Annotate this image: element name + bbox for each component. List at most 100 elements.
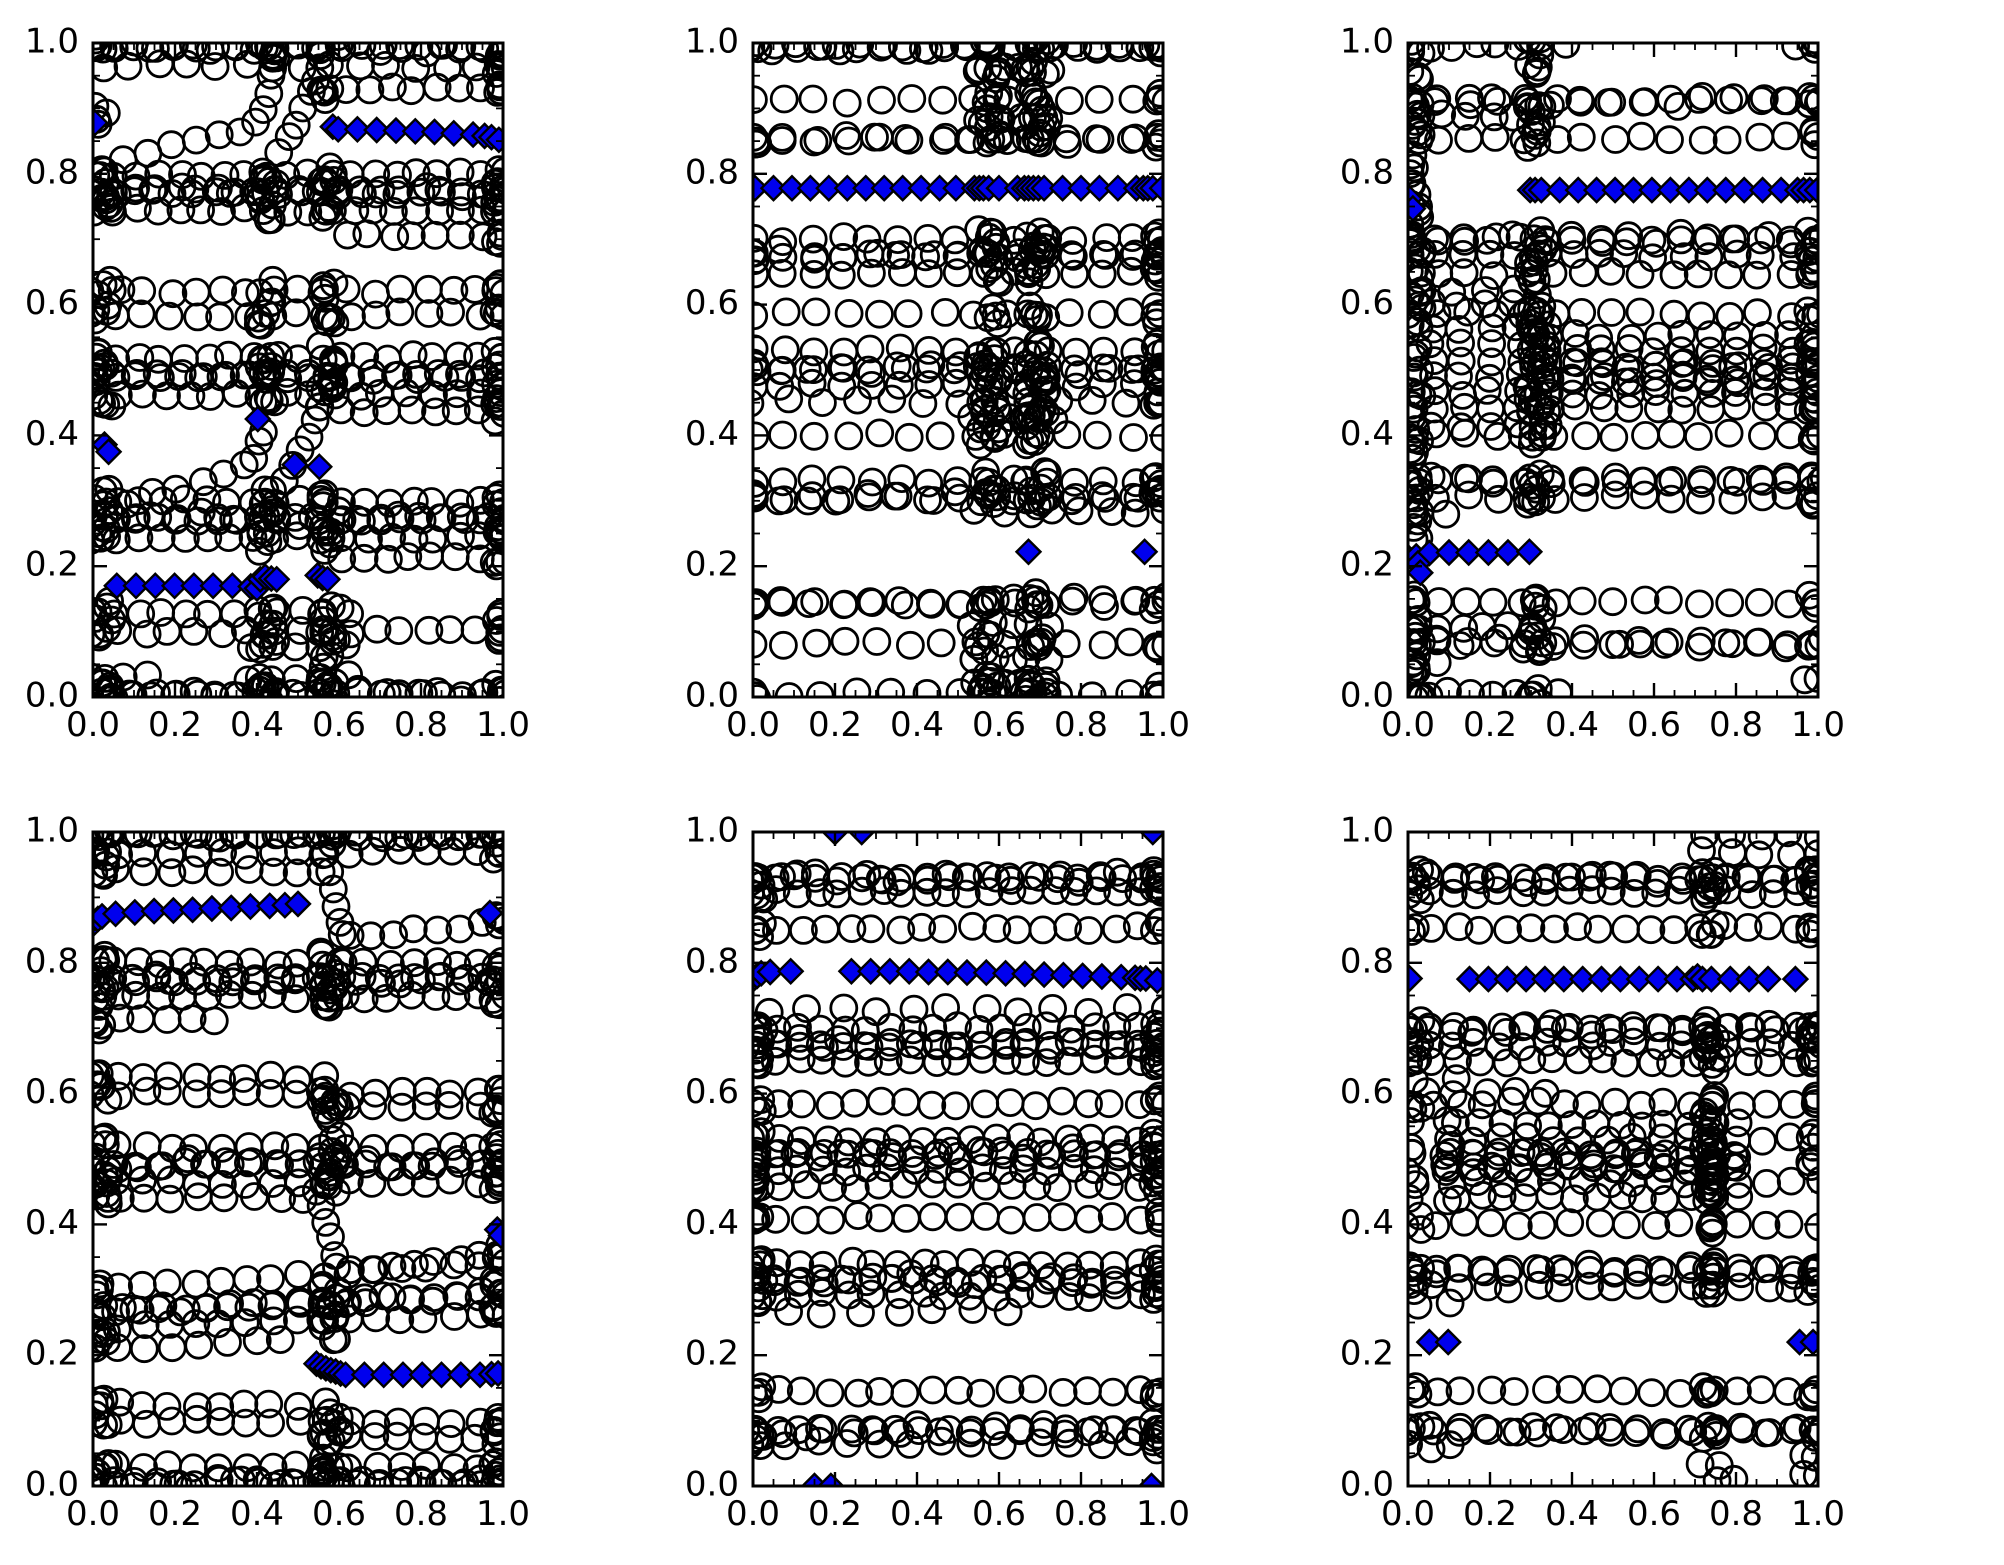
circle-marker [381, 361, 410, 391]
circle-marker [842, 677, 872, 698]
circle-marker [760, 42, 790, 60]
circle-marker [445, 196, 475, 226]
circle-marker [941, 337, 971, 367]
circle-marker [314, 992, 344, 1022]
circle-marker [1122, 911, 1152, 941]
circle-marker [752, 1265, 766, 1295]
circle-marker [1650, 629, 1679, 659]
circle-marker [1478, 468, 1508, 498]
x-tick-label: 0.4 [230, 1494, 284, 1534]
diamond-marker [160, 572, 189, 600]
circle-marker [1143, 1050, 1164, 1079]
circle-marker [1748, 361, 1778, 391]
circle-marker [356, 921, 386, 951]
circle-marker [360, 1422, 390, 1451]
circle-marker [125, 343, 155, 372]
circle-marker [1796, 349, 1819, 379]
circle-marker [1806, 467, 1819, 496]
circle-marker [1074, 1089, 1103, 1119]
circle-marker [1596, 1028, 1626, 1057]
circle-marker [1747, 1126, 1777, 1156]
circle-marker [974, 877, 1004, 907]
circle-marker [930, 297, 960, 327]
circle-marker [255, 1078, 285, 1108]
circle-marker [1063, 42, 1093, 62]
circle-marker [752, 1043, 775, 1073]
circle-marker [1795, 1147, 1819, 1177]
x-tick-label: 1.0 [476, 705, 530, 745]
circle-marker [1745, 122, 1775, 152]
circle-marker [484, 155, 504, 184]
circle-marker [1139, 1021, 1164, 1051]
circle-marker [480, 336, 504, 366]
circle-marker [231, 1077, 261, 1107]
circle-marker [1530, 1078, 1560, 1108]
circle-marker [858, 1262, 888, 1292]
circle-marker [1058, 226, 1088, 255]
circle-marker [1737, 1027, 1767, 1057]
circle-marker [1457, 1017, 1487, 1047]
circle-marker [1516, 680, 1545, 698]
circle-marker [1081, 124, 1111, 154]
circle-marker [1698, 1278, 1728, 1308]
circle-marker [1605, 629, 1635, 659]
circle-marker [1563, 333, 1593, 363]
circle-marker [305, 53, 335, 83]
circle-marker [752, 259, 770, 289]
circle-marker [1150, 1169, 1164, 1199]
circle-marker [205, 831, 234, 853]
circle-marker [993, 1297, 1023, 1327]
circle-marker [1443, 1253, 1473, 1283]
circle-marker [385, 42, 415, 60]
circle-marker [1693, 1177, 1723, 1207]
circle-marker [1516, 97, 1546, 126]
circle-marker [1477, 83, 1506, 113]
circle-marker [434, 1090, 464, 1120]
circle-marker [124, 523, 154, 553]
circle-marker [1018, 1374, 1048, 1404]
circle-marker [1596, 876, 1626, 906]
circle-marker [990, 1140, 1019, 1170]
circle-marker [807, 1045, 836, 1075]
circle-marker [152, 1076, 182, 1106]
circle-marker [1022, 491, 1052, 521]
circle-marker [361, 1303, 391, 1333]
circle-marker [1754, 1048, 1784, 1078]
circle-marker [1626, 1090, 1656, 1120]
circle-marker [159, 1469, 189, 1487]
circle-marker [1537, 1044, 1567, 1074]
circle-marker [482, 299, 504, 328]
circle-marker [799, 127, 829, 157]
circle-marker [1088, 466, 1118, 496]
circle-marker [1447, 1089, 1476, 1119]
circle-marker [393, 542, 423, 571]
circle-marker [873, 1047, 903, 1076]
circle-marker [1152, 480, 1164, 509]
circle-marker [1683, 259, 1713, 289]
diamond-marker [1712, 176, 1740, 204]
circle-marker [1521, 583, 1551, 613]
circle-marker [883, 225, 913, 255]
circle-marker [207, 1169, 237, 1199]
circle-marker [1053, 912, 1083, 942]
circle-marker [854, 1047, 883, 1077]
circle-marker [1622, 860, 1652, 890]
circle-marker [205, 302, 234, 332]
diamond-marker [1014, 538, 1043, 566]
circle-marker [764, 1375, 794, 1404]
circle-marker [895, 630, 925, 660]
circle-marker [398, 914, 428, 944]
circle-marker [1094, 1089, 1124, 1119]
circle-marker [129, 1183, 159, 1213]
circle-marker [752, 1372, 777, 1402]
circle-marker [785, 1023, 814, 1053]
circle-marker [1718, 485, 1748, 515]
circle-marker [386, 1167, 416, 1197]
circle-marker [1560, 391, 1590, 421]
circle-marker [1524, 1270, 1554, 1300]
circle-marker [1758, 864, 1788, 894]
circle-marker [285, 1149, 315, 1179]
circle-marker [927, 1426, 957, 1456]
circle-marker [1479, 628, 1509, 658]
circle-marker [1059, 877, 1089, 906]
